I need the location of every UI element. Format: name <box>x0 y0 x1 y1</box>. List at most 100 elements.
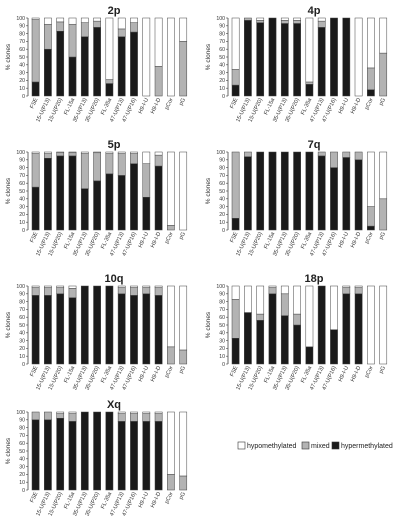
bar-segment-hypomethylated <box>130 411 138 414</box>
bar-segment-hypomethylated <box>56 285 65 288</box>
legend-label: hypermethylated <box>341 443 393 450</box>
y-tick-label: 10 <box>219 220 225 226</box>
bar-segment-mixed <box>354 151 363 161</box>
bar-segment-hypomethylated <box>142 285 151 288</box>
bar-segment-hypomethylated <box>179 151 188 231</box>
x-tick-label: pG <box>178 491 187 500</box>
y-tick-label: 70 <box>19 173 25 179</box>
bar-segment-hypermethylated <box>330 329 338 365</box>
bar-segment-mixed <box>305 81 314 85</box>
bar-segment-hypermethylated <box>93 27 101 97</box>
x-tick-label: FL-35a <box>100 97 113 116</box>
y-tick-label: 40 <box>19 457 25 463</box>
y-tick-label: 100 <box>216 16 225 22</box>
bar-segment-hypermethylated <box>117 293 126 365</box>
bar-segment-hypomethylated <box>105 151 114 154</box>
bar-segment-hypomethylated <box>117 411 126 414</box>
bar-segment-hypermethylated <box>80 188 89 231</box>
y-tick-label: 40 <box>219 63 225 69</box>
bar-segment-mixed <box>330 151 338 168</box>
bar-segment-hypermethylated <box>330 167 338 231</box>
x-tick-label: H9-I-U <box>138 491 150 508</box>
y-tick-label: 30 <box>219 338 225 344</box>
y-tick-label: 0 <box>22 488 25 494</box>
legend-swatch <box>301 441 310 450</box>
bar-segment-mixed <box>56 287 65 295</box>
y-tick-label: 20 <box>19 78 25 84</box>
legend-label: hypomethylated <box>247 443 297 450</box>
y-tick-label: 50 <box>219 323 225 329</box>
bar-segment-hypermethylated <box>244 156 252 231</box>
bar-segment-hypomethylated <box>305 285 314 348</box>
bar-segment-hypermethylated <box>154 295 163 365</box>
y-tick-label: 20 <box>219 78 225 84</box>
bar-segment-hypermethylated <box>44 48 52 97</box>
bar-segment-hypomethylated <box>130 285 138 288</box>
x-tick-label: pG <box>178 231 187 240</box>
y-tick-label: 0 <box>22 362 25 368</box>
y-tick-label: 80 <box>219 31 225 37</box>
y-tick-label: 0 <box>222 228 225 234</box>
x-tick-label: pCor <box>164 365 175 379</box>
y-tick-label: 20 <box>219 212 225 218</box>
y-tick-label: 80 <box>19 165 25 171</box>
bar-segment-hypomethylated <box>367 17 375 69</box>
bar-segment-hypermethylated <box>105 173 114 231</box>
bar-segment-hypermethylated <box>256 320 265 365</box>
bar-segment-hypomethylated <box>167 151 175 226</box>
panel-title: 10q <box>105 273 124 285</box>
bar-segment-hypermethylated <box>154 421 163 491</box>
bar-segment-mixed <box>367 67 375 91</box>
bar-segment-hypermethylated <box>56 155 65 231</box>
y-tick-label: 80 <box>19 425 25 431</box>
bar-segment-mixed <box>293 20 301 24</box>
bar-segment-hypomethylated <box>31 17 40 20</box>
bar-segment-hypermethylated <box>367 225 375 231</box>
y-tick-label: 60 <box>19 441 25 447</box>
bar-segment-mixed <box>268 287 277 295</box>
x-tick-label: FL-35a <box>100 365 113 384</box>
bar-segment-hypermethylated <box>293 23 301 97</box>
bar-segment-mixed <box>80 153 89 189</box>
bar-segment-hypomethylated <box>354 17 363 97</box>
bar-segment-mixed <box>44 153 52 159</box>
bar-segment-hypomethylated <box>179 411 188 477</box>
bar-segment-mixed <box>167 474 175 491</box>
x-tick-label: FSE <box>29 491 39 504</box>
bar-segment-hypermethylated <box>342 157 351 231</box>
bar-segment-hypermethylated <box>142 196 151 231</box>
y-tick-label: 90 <box>19 418 25 424</box>
bar-segment-hypomethylated <box>280 285 289 295</box>
bar-segment-hypomethylated <box>93 151 101 154</box>
x-tick-label: H9-I-U <box>138 97 150 114</box>
x-tick-label: H9-I-U <box>138 231 150 248</box>
bar-segment-hypermethylated <box>268 293 277 365</box>
bar-segment-hypermethylated <box>280 315 289 365</box>
bar-segment-hypomethylated <box>342 285 351 288</box>
bar-segment-hypomethylated <box>130 17 138 23</box>
bar-segment-mixed <box>142 287 151 295</box>
y-tick-label: 20 <box>219 346 225 352</box>
y-tick-label: 100 <box>16 16 25 22</box>
y-tick-label: 70 <box>219 307 225 313</box>
panel-title: 18p <box>305 273 324 285</box>
x-tick-label: FSE <box>229 231 239 244</box>
y-tick-label: 40 <box>219 331 225 337</box>
x-tick-label: pCor <box>364 231 375 245</box>
y-tick-label: 10 <box>19 220 25 226</box>
bar-segment-hypermethylated <box>256 22 265 97</box>
bar-segment-hypermethylated <box>93 180 101 231</box>
panel-title: 5p <box>108 139 121 151</box>
bar-segment-hypomethylated <box>367 151 375 207</box>
bar-segment-hypomethylated <box>256 17 265 21</box>
x-tick-label: pG <box>378 97 387 106</box>
y-tick-label: 30 <box>19 464 25 470</box>
y-tick-label: 40 <box>219 197 225 203</box>
y-tick-label: 50 <box>19 189 25 195</box>
y-tick-label: 30 <box>19 338 25 344</box>
x-tick-label: H9-I-U <box>338 365 350 382</box>
bar-segment-hypomethylated <box>154 411 163 414</box>
bar-segment-hypermethylated <box>68 297 77 365</box>
bar-segment-mixed <box>280 293 289 316</box>
